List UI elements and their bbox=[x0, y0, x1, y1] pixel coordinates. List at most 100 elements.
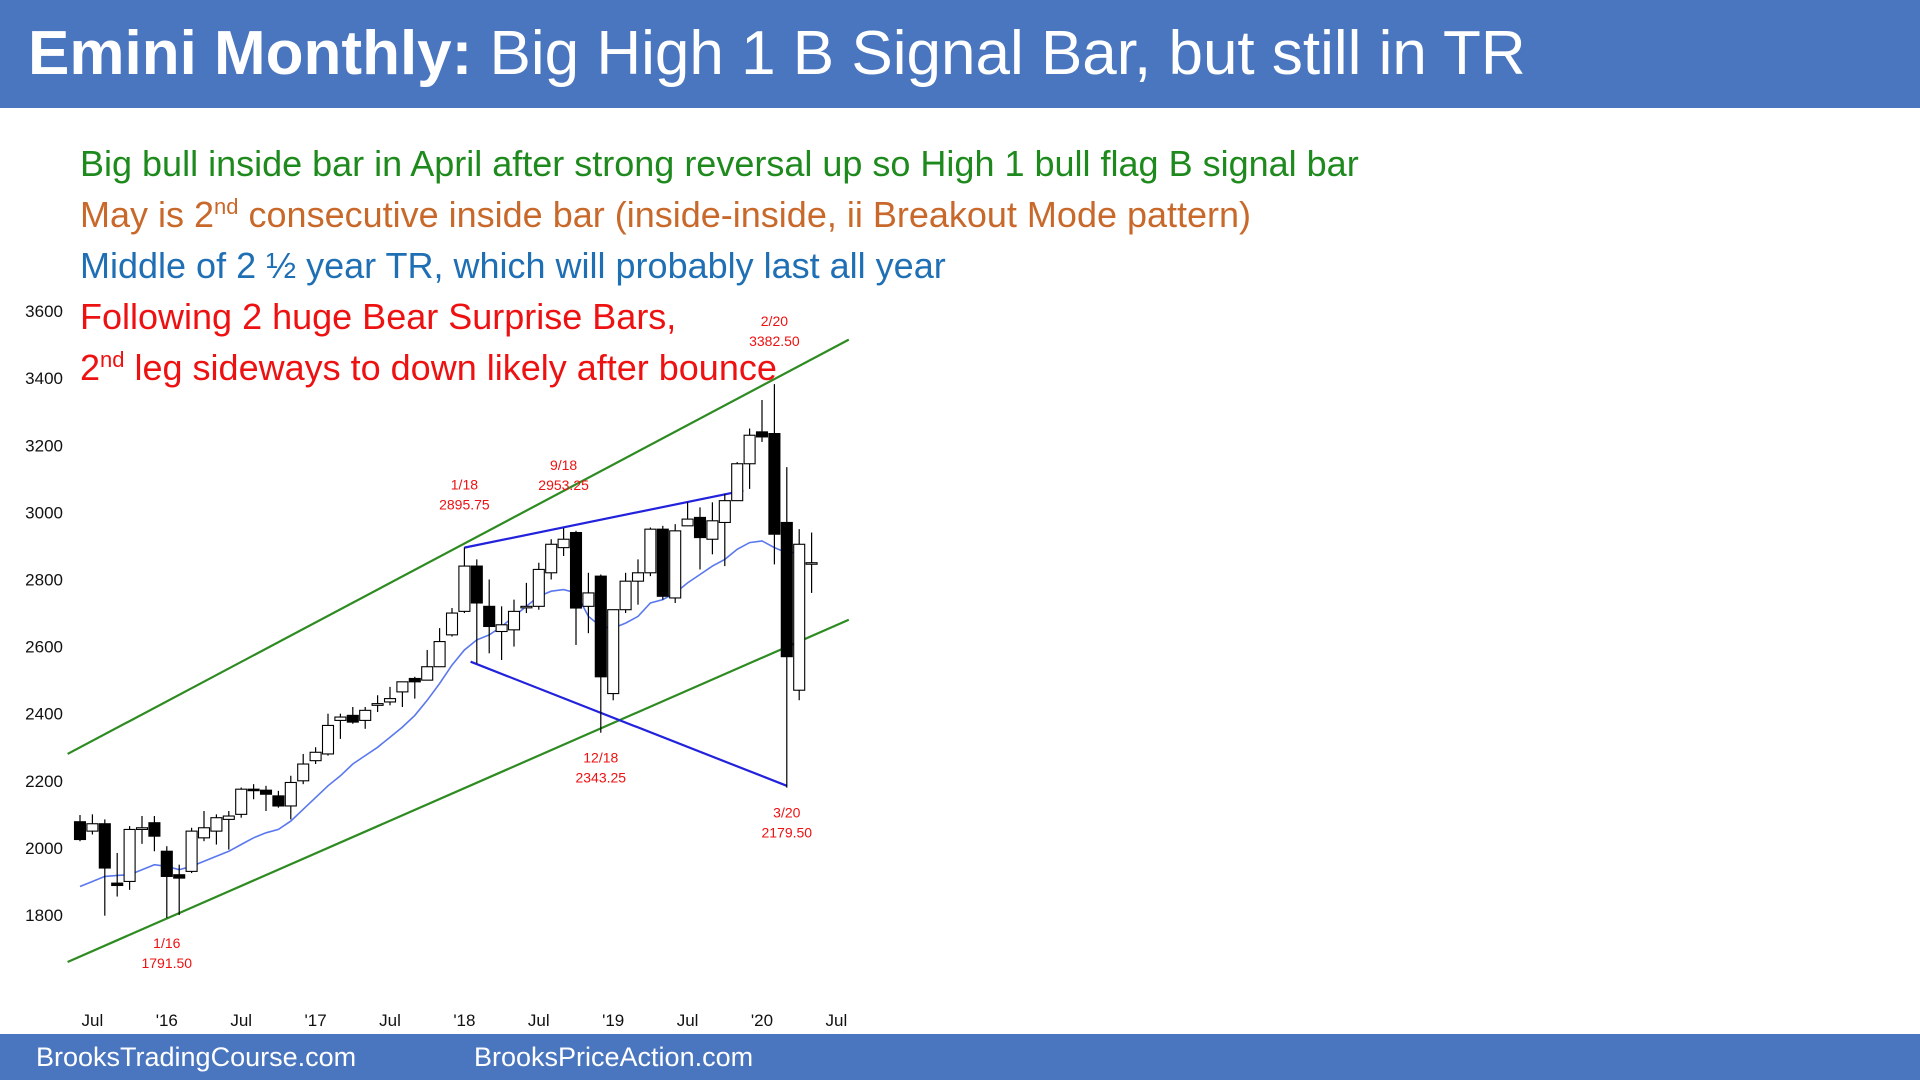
candle bbox=[631, 559, 645, 605]
candle bbox=[520, 582, 533, 614]
y-tick-label: 2600 bbox=[25, 638, 63, 657]
candle bbox=[557, 528, 570, 557]
candle bbox=[619, 572, 632, 614]
candle bbox=[421, 649, 434, 681]
candle-body bbox=[718, 500, 731, 524]
candle-body bbox=[334, 716, 347, 721]
candle bbox=[297, 753, 310, 785]
candle-body bbox=[160, 850, 173, 877]
candle bbox=[235, 787, 248, 818]
candle-body bbox=[309, 751, 322, 762]
candle bbox=[731, 462, 744, 502]
candle-body bbox=[619, 580, 632, 611]
candle bbox=[545, 539, 558, 580]
annotation-12-18: 12/18 2343.25 bbox=[575, 750, 626, 786]
candle-body bbox=[408, 677, 421, 683]
candle bbox=[111, 852, 124, 897]
title-bold: Emini Monthly: bbox=[28, 19, 473, 88]
y-tick-label: 2400 bbox=[25, 705, 63, 724]
candle-body bbox=[284, 781, 297, 807]
candle-body bbox=[346, 714, 359, 723]
candle bbox=[210, 814, 223, 845]
candle-body bbox=[607, 609, 620, 695]
annotation-date: 1/16 bbox=[153, 935, 180, 951]
candle bbox=[123, 826, 136, 890]
candle-body bbox=[793, 543, 806, 691]
candle-body bbox=[768, 433, 781, 535]
candle-body bbox=[520, 605, 533, 609]
y-tick-label: 3600 bbox=[25, 302, 63, 321]
candle-body bbox=[644, 528, 657, 574]
x-tick-label: Jul bbox=[230, 1011, 252, 1030]
annotation-1-18: 1/18 2895.75 bbox=[439, 476, 490, 512]
x-tick-label: Jul bbox=[82, 1011, 104, 1030]
candle-body bbox=[297, 763, 310, 782]
candle-body bbox=[545, 543, 558, 574]
candle-body bbox=[98, 823, 111, 869]
candle bbox=[507, 599, 521, 647]
x-tick-label: Jul bbox=[677, 1011, 699, 1030]
wedge-line-3 bbox=[464, 489, 744, 549]
candle-body bbox=[669, 530, 682, 599]
candle-body bbox=[173, 874, 186, 879]
candle bbox=[780, 467, 793, 788]
candle bbox=[135, 816, 149, 844]
candle-body bbox=[210, 817, 223, 832]
candle-body bbox=[235, 788, 248, 815]
candle bbox=[607, 609, 620, 701]
footer-right-link[interactable]: BrooksPriceAction.com bbox=[474, 1042, 754, 1072]
candle-body bbox=[743, 434, 756, 465]
annotation-price: 2895.75 bbox=[439, 496, 490, 512]
candle bbox=[309, 747, 322, 765]
candle-body bbox=[458, 565, 471, 612]
x-tick-label: '18 bbox=[453, 1011, 475, 1030]
candle bbox=[569, 530, 583, 645]
candle-body bbox=[185, 830, 198, 872]
candle bbox=[470, 559, 483, 664]
candle-body bbox=[135, 827, 149, 830]
x-tick-label: '16 bbox=[156, 1011, 178, 1030]
annotation-date: 2/20 bbox=[761, 313, 788, 329]
candle-body bbox=[222, 815, 235, 820]
candle bbox=[743, 428, 756, 489]
candle bbox=[706, 502, 719, 555]
note-text: consecutive inside bar (inside-inside, i… bbox=[238, 194, 1252, 235]
candle-body bbox=[396, 681, 409, 693]
candle-body bbox=[656, 528, 669, 597]
candle bbox=[681, 502, 694, 527]
candle bbox=[793, 529, 806, 701]
annotation-date: 3/20 bbox=[773, 805, 800, 821]
candle bbox=[644, 527, 657, 577]
x-tick-label: Jul bbox=[826, 1011, 848, 1030]
note-line-3: Middle of 2 ½ year TR, which will probab… bbox=[80, 244, 946, 288]
candle bbox=[445, 608, 459, 637]
candle-body bbox=[495, 624, 508, 633]
candle bbox=[259, 785, 273, 811]
footer-left-link[interactable]: BrooksTradingCourse.com bbox=[36, 1042, 357, 1072]
note-line-1: Big bull inside bar in April after stron… bbox=[80, 142, 1359, 186]
candle bbox=[383, 686, 397, 706]
candle-body bbox=[371, 703, 384, 706]
candle-body bbox=[693, 516, 707, 539]
x-tick-label: '20 bbox=[751, 1011, 773, 1030]
candle bbox=[73, 815, 87, 842]
candle bbox=[396, 681, 409, 707]
candle bbox=[669, 524, 682, 603]
candle bbox=[408, 676, 421, 699]
candle-body bbox=[359, 709, 372, 721]
note-text: leg sideways to down likely after bounce bbox=[124, 347, 777, 388]
y-tick-label: 2000 bbox=[25, 839, 63, 858]
candle bbox=[693, 507, 707, 570]
annotation-1-16: 1/16 1791.50 bbox=[141, 935, 192, 971]
x-tick-label: '17 bbox=[305, 1011, 327, 1030]
candle bbox=[755, 400, 769, 442]
candle bbox=[247, 784, 260, 800]
annotation-price: 2343.25 bbox=[575, 770, 626, 786]
candle-body bbox=[507, 610, 521, 631]
candle bbox=[148, 816, 161, 852]
x-tick-label: Jul bbox=[528, 1011, 550, 1030]
channel-line-2 bbox=[67, 618, 850, 963]
header-bar: Emini Monthly: Big High 1 B Signal Bar, … bbox=[0, 0, 1920, 108]
candle bbox=[371, 695, 384, 713]
candle-body bbox=[247, 788, 260, 792]
